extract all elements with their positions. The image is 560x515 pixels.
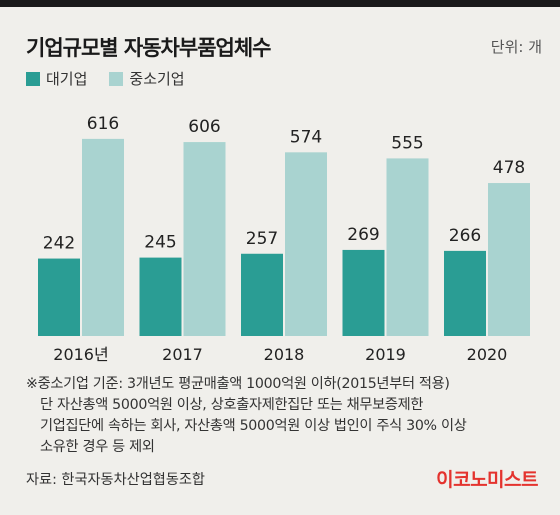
bar-sme-0 — [82, 138, 124, 336]
source-label: 자료: 한국자동차산업협동조합 — [26, 472, 205, 488]
category-label-2: 2018 — [264, 345, 305, 364]
bar-large-4 — [444, 250, 486, 336]
value-label-sme-4: 478 — [493, 158, 525, 178]
value-label-sme-0: 616 — [87, 114, 119, 134]
bar-sme-3 — [386, 158, 429, 336]
legend-swatch-sme — [109, 71, 124, 86]
bar-sme-2 — [285, 152, 327, 336]
value-label-large-1: 245 — [144, 233, 176, 253]
footnote-line-2: 단 자산총액 5000억원 이상, 상호출자제한집단 또는 채무보증제한 — [40, 397, 424, 413]
bar-large-2 — [241, 253, 283, 336]
value-label-large-3: 269 — [347, 225, 379, 245]
footnote-line-1: ※중소기업 기준: 3개년도 평균매출액 1000억원 이하(2015년부터 적… — [26, 376, 450, 392]
value-label-sme-2: 574 — [290, 127, 322, 147]
bar-chart: 242 616 2016년 245 606 2017 257 574 2018 269 555 201… — [38, 114, 530, 364]
legend-label-sme: 중소기업 — [129, 70, 185, 88]
value-label-large-0: 242 — [43, 234, 75, 254]
value-label-large-2: 257 — [246, 229, 278, 249]
value-label-sme-1: 606 — [188, 117, 220, 137]
footnote-line-4: 소유한 경우 등 제외 — [40, 439, 155, 455]
chart-title: 기업규모별 자동차부품업체수 — [26, 36, 271, 60]
category-label-0: 2016년 — [53, 345, 108, 364]
publisher-logo: 이코노미스트 — [436, 469, 538, 491]
legend-swatch-large — [26, 71, 40, 86]
bar-large-1 — [139, 257, 182, 336]
category-label-1: 2017 — [162, 345, 203, 364]
legend-item-sme: 중소기업 — [109, 68, 185, 89]
bar-sme-1 — [183, 142, 226, 336]
unit-label: 단위: 개 — [490, 38, 542, 56]
footnote-line-3: 기업집단에 속하는 회사, 자산총액 5000억원 이상 법인이 주식 30% … — [40, 418, 467, 434]
bar-sme-4 — [488, 183, 530, 336]
legend: 대기업 중소기업 — [26, 68, 207, 89]
legend-item-large: 대기업 — [26, 68, 87, 89]
bar-large-3 — [342, 249, 385, 336]
value-label-large-4: 266 — [449, 226, 481, 246]
category-label-4: 2020 — [467, 345, 508, 364]
legend-label-large: 대기업 — [46, 70, 88, 88]
footnote: ※중소기업 기준: 3개년도 평균매출액 1000억원 이하(2015년부터 적… — [26, 374, 467, 458]
value-label-sme-3: 555 — [391, 133, 423, 153]
category-label-3: 2019 — [365, 345, 406, 364]
bar-large-0 — [38, 258, 80, 336]
top-bar — [0, 0, 560, 7]
